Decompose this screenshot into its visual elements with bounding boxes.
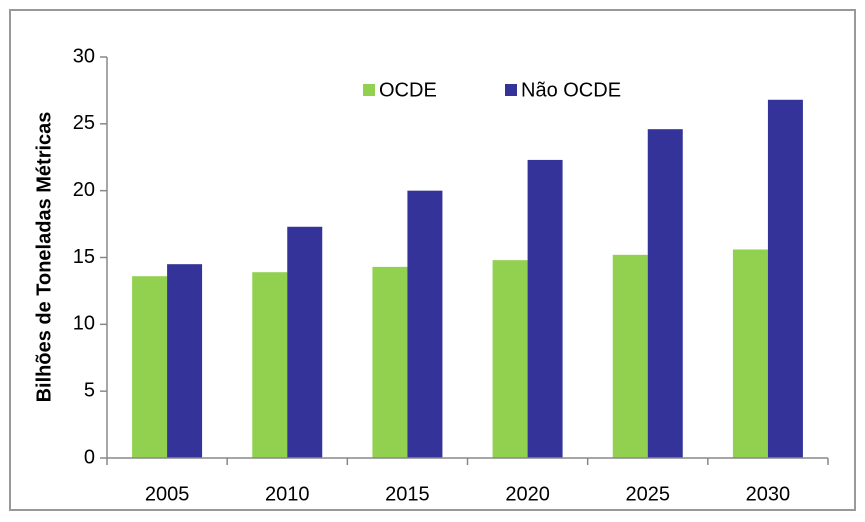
y-axis-title: Bilhões de Toneladas Métricas	[33, 112, 55, 403]
bar	[167, 264, 203, 458]
x-tick-label: 2020	[505, 483, 550, 505]
y-tick-label: 15	[73, 246, 95, 268]
y-tick-label: 30	[73, 45, 95, 67]
y-tick-label: 20	[73, 179, 95, 201]
bar	[252, 272, 288, 458]
x-tick-label: 2030	[746, 483, 791, 505]
bar	[492, 260, 528, 458]
y-tick-label: 25	[73, 112, 95, 134]
bar	[132, 276, 168, 458]
bar	[527, 159, 563, 458]
bar	[767, 99, 803, 459]
x-tick-label: 2015	[385, 483, 430, 505]
legend-swatch	[363, 84, 375, 96]
legend-label: OCDE	[379, 79, 437, 101]
y-tick-label: 0	[84, 446, 95, 468]
bar	[732, 249, 768, 458]
x-tick-label: 2025	[626, 483, 671, 505]
x-tick-label: 2010	[265, 483, 310, 505]
y-tick-label: 10	[73, 313, 95, 335]
legend-swatch	[505, 84, 517, 96]
bar	[372, 266, 408, 458]
bar	[407, 190, 443, 458]
legend-label: Não OCDE	[521, 79, 621, 101]
x-tick-label: 2005	[145, 483, 190, 505]
bar	[612, 254, 648, 458]
bar	[287, 226, 323, 458]
bar	[647, 129, 683, 458]
y-tick-label: 5	[84, 379, 95, 401]
